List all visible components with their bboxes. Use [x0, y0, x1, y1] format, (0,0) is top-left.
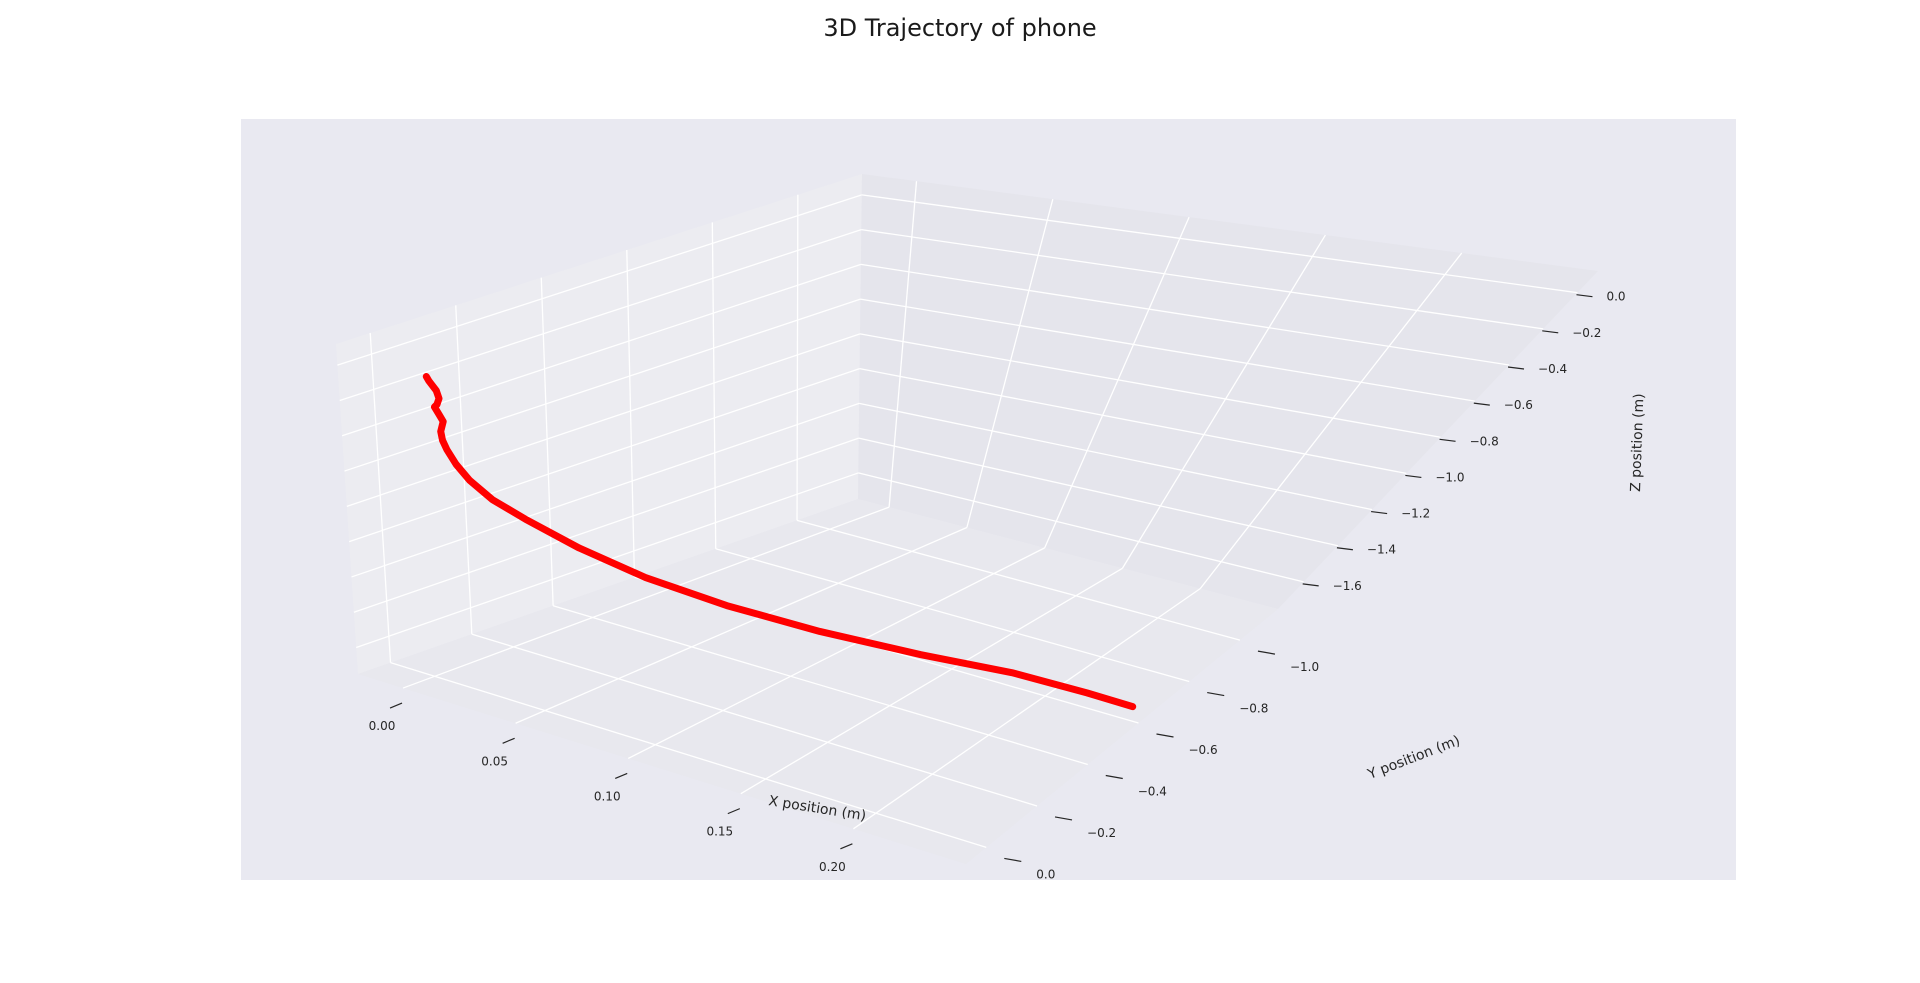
- z-tick-label: 0.0: [1606, 290, 1625, 304]
- y-tick-mark: [1105, 774, 1123, 780]
- back-pane: [858, 174, 1598, 609]
- grid-line-z-left: [346, 333, 861, 507]
- grid-line-x-floor: [853, 588, 1201, 830]
- y-tick-label: 0.0: [1036, 867, 1055, 880]
- y-tick-mark: [1054, 816, 1073, 821]
- z-tick-label: −0.8: [1470, 434, 1499, 448]
- x-tick-mark: [840, 843, 853, 850]
- z-tick-mark: [1302, 583, 1319, 587]
- x-tick-mark: [614, 772, 628, 779]
- z-tick-label: −0.4: [1538, 362, 1567, 376]
- z-tick-mark: [1507, 366, 1525, 370]
- grid-line-x-back: [1121, 234, 1326, 569]
- grid-line-y-floor: [796, 519, 1241, 641]
- z-tick-mark: [1439, 438, 1456, 442]
- z-tick-label: −1.4: [1367, 543, 1396, 557]
- grid-line-y-left: [540, 277, 554, 606]
- grid-line-z-left: [348, 368, 860, 543]
- z-tick-label: −1.2: [1401, 507, 1430, 521]
- grid-line-x-back: [888, 181, 918, 508]
- x-tick-label: 0.10: [594, 789, 621, 803]
- x-tick-label: 0.20: [819, 860, 846, 874]
- grid-line-x-back: [966, 198, 1054, 528]
- x-tick-mark: [502, 737, 515, 744]
- series-layer: [422, 372, 1137, 711]
- grid-line-z-left: [353, 437, 859, 613]
- grid-line-x-floor: [627, 547, 1045, 760]
- floor-pane: [358, 499, 1278, 864]
- z-tick-label: −1.6: [1333, 579, 1362, 593]
- x-tick-label: 0.00: [369, 719, 396, 733]
- y-tick-mark: [1004, 857, 1022, 863]
- grid-line-x-floor: [402, 506, 890, 689]
- grid-line-y-floor: [390, 661, 987, 849]
- grid-line-y-left: [369, 332, 392, 663]
- grid-line-z-back: [860, 298, 1475, 402]
- grid-line-x-back: [1044, 216, 1190, 549]
- z-tick-mark: [1405, 474, 1422, 479]
- grid-line-z-back: [859, 368, 1407, 475]
- z-tick-label: −0.6: [1504, 398, 1533, 412]
- y-tick-mark: [1257, 650, 1276, 655]
- y-axis-title: Y position (m): [1365, 733, 1463, 783]
- grid-line-z-back: [861, 194, 1578, 294]
- z-tick-mark: [1542, 330, 1559, 334]
- z-tick-mark: [1473, 402, 1490, 406]
- grid-line-z-back: [858, 437, 1339, 547]
- chart-canvas: 0.00 0.05 0.10 0.15 0.20 −1.0 −0.8 −0.6 −0.4 −0.2…: [336, 174, 1647, 880]
- grid-line-z-back: [858, 472, 1304, 583]
- grid-line-y-floor: [552, 605, 1088, 766]
- grid-line-x-floor: [515, 526, 968, 724]
- x-tick-mark: [727, 808, 741, 815]
- grid-line-y-floor: [471, 633, 1038, 807]
- y-tick-label: −0.6: [1188, 743, 1217, 757]
- grid-line-z-left: [337, 194, 862, 366]
- grid-line-z-back: [859, 333, 1441, 438]
- grid-line-x-back: [1199, 252, 1463, 590]
- grid-line-z-back: [861, 228, 1544, 330]
- grid-line-x-floor: [740, 567, 1123, 795]
- grid-line-y-left: [796, 194, 799, 521]
- plot-area: 0.00 0.05 0.10 0.15 0.20 −1.0 −0.8 −0.6 −0.4 −0.2…: [241, 119, 1736, 880]
- grid-line-z-left: [339, 228, 862, 402]
- grid-line-z-back: [859, 402, 1373, 511]
- z-tick-mark: [1371, 510, 1388, 515]
- grid-line-z-left: [351, 402, 860, 578]
- z-tick-mark: [1576, 294, 1593, 298]
- trajectory-line: [422, 372, 1137, 711]
- y-tick-label: −0.4: [1138, 784, 1167, 798]
- y-tick-mark: [1156, 733, 1174, 738]
- tick-marks: [389, 294, 1593, 863]
- grid-line-y-left: [626, 250, 636, 578]
- y-tick-label: −0.8: [1239, 702, 1268, 716]
- grid-line-z-left: [341, 263, 862, 437]
- z-tick-label: −1.0: [1435, 470, 1464, 484]
- y-tick-label: −1.0: [1290, 660, 1319, 674]
- grid-line-z-left: [344, 298, 861, 472]
- x-tick-mark: [389, 702, 403, 709]
- z-axis-title: Z position (m): [1628, 393, 1647, 492]
- chart-title: 3D Trajectory of phone: [823, 14, 1097, 42]
- grid-line-y-floor: [715, 548, 1190, 683]
- z-tick-mark: [1336, 547, 1353, 551]
- grid-line-y-left: [711, 222, 717, 549]
- z-tick-label: −0.2: [1572, 326, 1601, 340]
- grid-line-z-back: [860, 263, 1510, 366]
- x-tick-label: 0.05: [481, 754, 508, 768]
- x-tick-label: 0.15: [706, 825, 733, 839]
- y-tick-mark: [1207, 691, 1225, 697]
- y-tick-label: −0.2: [1087, 826, 1116, 840]
